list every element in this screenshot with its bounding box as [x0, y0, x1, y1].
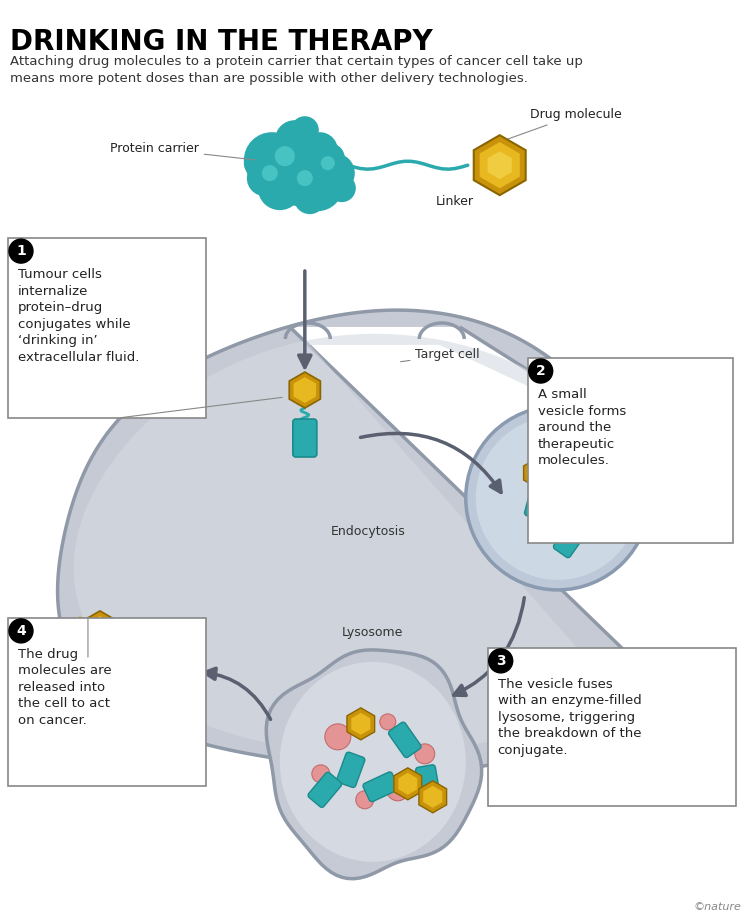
- Polygon shape: [137, 648, 158, 672]
- Text: The drug
molecules are
released into
the cell to act
on cancer.: The drug molecules are released into the…: [18, 648, 112, 727]
- FancyBboxPatch shape: [308, 773, 342, 808]
- FancyBboxPatch shape: [388, 722, 421, 758]
- Text: Vesicle: Vesicle: [653, 513, 705, 526]
- Circle shape: [415, 744, 435, 763]
- Polygon shape: [63, 671, 92, 704]
- Polygon shape: [267, 650, 481, 879]
- Text: DRINKING IN THE THERAPY: DRINKING IN THE THERAPY: [10, 29, 433, 56]
- Circle shape: [297, 171, 313, 186]
- Circle shape: [312, 765, 330, 783]
- Polygon shape: [398, 773, 418, 795]
- Polygon shape: [141, 696, 162, 720]
- Circle shape: [270, 136, 300, 165]
- Polygon shape: [487, 151, 512, 179]
- Polygon shape: [574, 506, 591, 526]
- Circle shape: [475, 416, 640, 580]
- Polygon shape: [133, 643, 163, 677]
- FancyBboxPatch shape: [8, 618, 206, 786]
- Text: The vesicle fuses
with an enzyme-filled
lysosome, triggering
the breakdown of th: The vesicle fuses with an enzyme-filled …: [498, 678, 641, 757]
- Text: 1: 1: [16, 244, 26, 258]
- Circle shape: [293, 161, 342, 211]
- Polygon shape: [85, 611, 115, 644]
- Circle shape: [275, 120, 315, 160]
- Text: ©nature: ©nature: [694, 902, 741, 912]
- Ellipse shape: [280, 662, 466, 862]
- Polygon shape: [394, 768, 421, 799]
- Circle shape: [258, 166, 302, 210]
- Polygon shape: [89, 616, 110, 640]
- Polygon shape: [523, 459, 547, 487]
- Circle shape: [302, 132, 338, 168]
- Text: A small
vesicle forms
around the
therapeutic
molecules.: A small vesicle forms around the therape…: [538, 388, 626, 467]
- Polygon shape: [93, 708, 122, 742]
- Circle shape: [9, 619, 33, 643]
- Polygon shape: [571, 502, 595, 530]
- FancyBboxPatch shape: [293, 419, 317, 457]
- Polygon shape: [347, 708, 375, 739]
- Circle shape: [262, 130, 338, 207]
- Text: Attaching drug molecules to a protein carrier that certain types of cancer cell : Attaching drug molecules to a protein ca…: [10, 55, 583, 85]
- Circle shape: [466, 406, 650, 590]
- Polygon shape: [289, 372, 321, 408]
- Circle shape: [262, 165, 278, 181]
- Circle shape: [315, 153, 354, 193]
- FancyBboxPatch shape: [336, 752, 365, 787]
- Text: Lysosome: Lysosome: [342, 626, 403, 639]
- Polygon shape: [294, 377, 316, 403]
- Polygon shape: [424, 786, 442, 808]
- Text: Drug molecule: Drug molecule: [508, 108, 621, 139]
- Polygon shape: [419, 781, 447, 813]
- FancyBboxPatch shape: [553, 522, 586, 558]
- Circle shape: [294, 183, 326, 214]
- Polygon shape: [68, 676, 89, 700]
- Text: Tumour cells
internalize
protein–drug
conjugates while
‘drinking in’
extracellul: Tumour cells internalize protein–drug co…: [18, 268, 140, 363]
- Circle shape: [489, 649, 513, 673]
- Circle shape: [328, 174, 356, 202]
- Circle shape: [315, 143, 345, 173]
- FancyBboxPatch shape: [524, 485, 551, 519]
- Text: 2: 2: [535, 364, 545, 378]
- Circle shape: [356, 791, 374, 809]
- Text: Protein carrier: Protein carrier: [110, 142, 255, 160]
- Text: 4: 4: [16, 624, 26, 638]
- Circle shape: [244, 132, 300, 188]
- Circle shape: [275, 147, 295, 166]
- Polygon shape: [527, 463, 544, 483]
- Circle shape: [244, 149, 272, 177]
- Circle shape: [291, 116, 319, 144]
- Circle shape: [380, 714, 396, 730]
- FancyBboxPatch shape: [572, 482, 600, 517]
- Polygon shape: [563, 456, 588, 484]
- Circle shape: [9, 239, 33, 263]
- Polygon shape: [74, 334, 612, 753]
- Circle shape: [325, 724, 351, 750]
- Polygon shape: [474, 136, 526, 195]
- Text: Target cell: Target cell: [415, 349, 479, 361]
- Text: Endocytosis: Endocytosis: [330, 525, 406, 538]
- FancyBboxPatch shape: [487, 648, 735, 806]
- Circle shape: [529, 359, 553, 383]
- Polygon shape: [98, 713, 119, 737]
- FancyBboxPatch shape: [528, 358, 732, 543]
- Polygon shape: [137, 691, 167, 725]
- Text: 3: 3: [496, 654, 505, 668]
- FancyBboxPatch shape: [415, 764, 440, 798]
- Polygon shape: [351, 713, 370, 735]
- Polygon shape: [479, 141, 520, 189]
- Circle shape: [387, 779, 409, 801]
- Polygon shape: [567, 460, 584, 480]
- Text: Linker: Linker: [436, 195, 474, 208]
- Circle shape: [247, 160, 283, 196]
- FancyBboxPatch shape: [8, 238, 206, 418]
- FancyBboxPatch shape: [363, 772, 399, 802]
- Circle shape: [321, 156, 335, 171]
- Polygon shape: [58, 310, 650, 773]
